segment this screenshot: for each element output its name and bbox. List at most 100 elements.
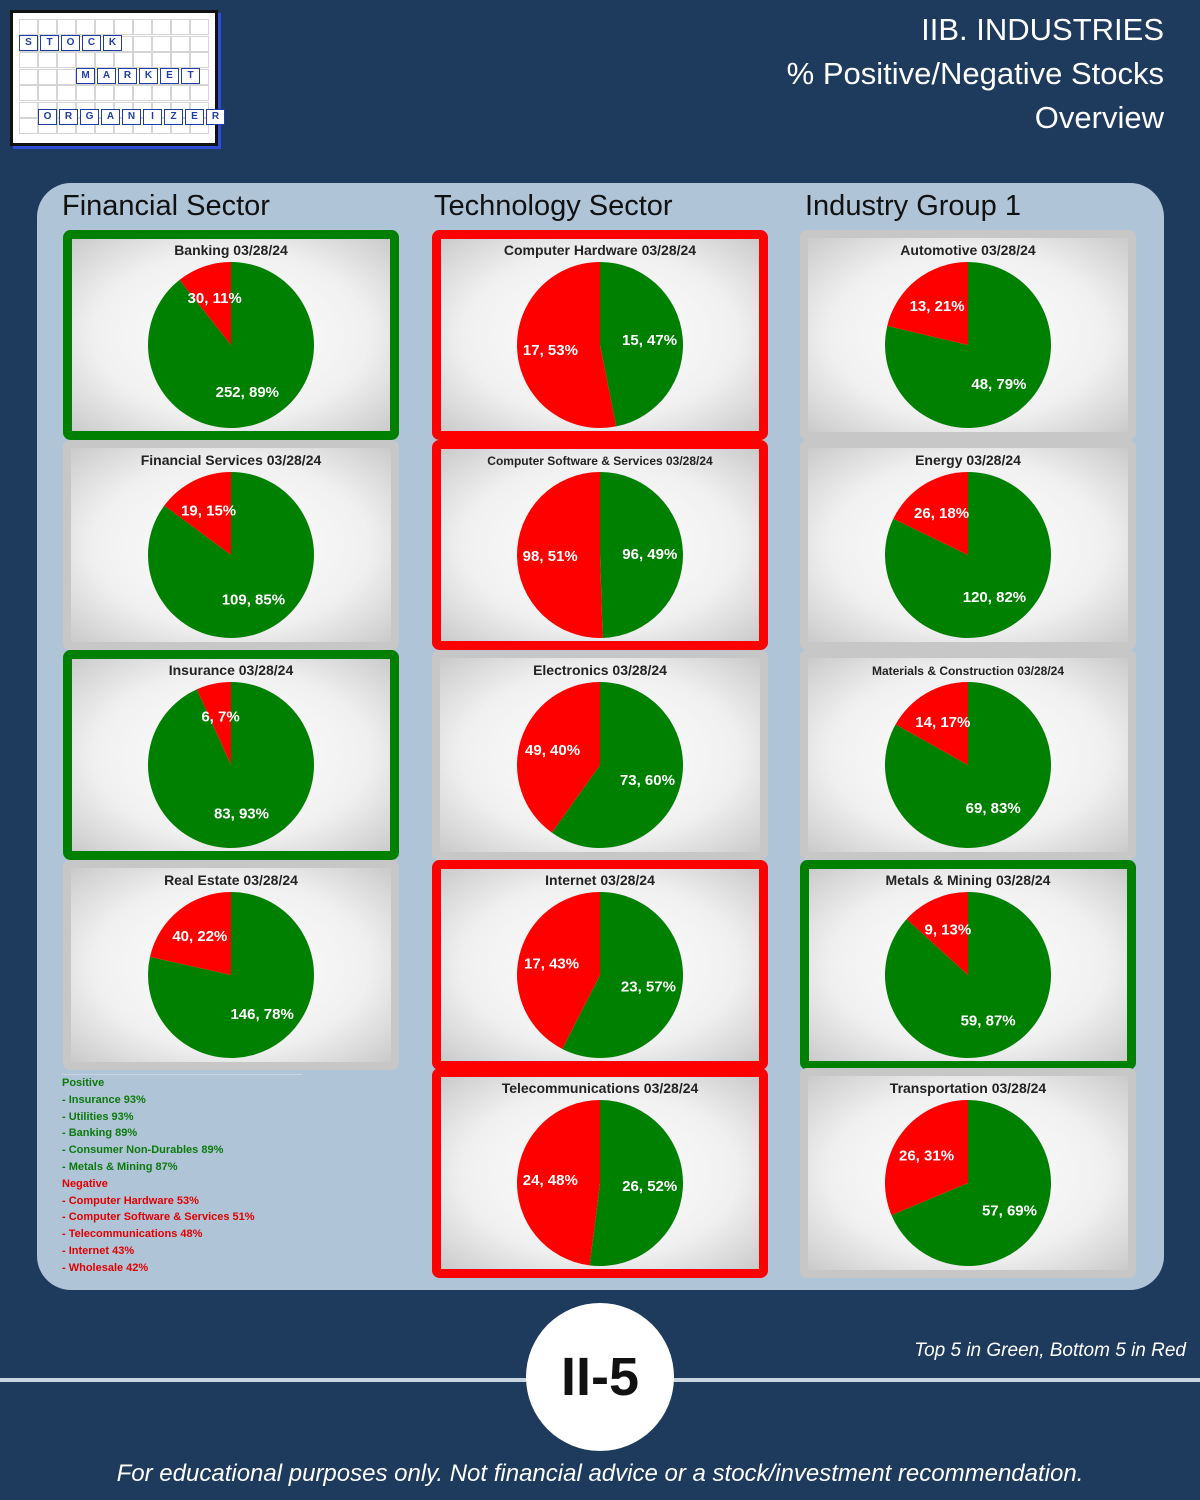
pie-slice-negative [906, 892, 968, 975]
legend-positive-item: - Insurance 93% [62, 1093, 146, 1106]
pie-label-negative: 9, 13% [925, 921, 972, 938]
pie-label-positive: 96, 49% [622, 546, 677, 563]
pie-label-negative: 40, 22% [172, 928, 227, 945]
chart-title: Transportation 03/28/24 [890, 1080, 1047, 1096]
logo-cell [57, 68, 76, 85]
logo-cell [190, 52, 209, 68]
logo-cell [38, 68, 57, 85]
column-title-financial: Financial Sector [62, 190, 270, 222]
highlight-note: Top 5 in Green, Bottom 5 in Red [914, 1340, 1186, 1361]
pie-label-positive: 252, 89% [216, 384, 279, 401]
title-line-1: IIB. INDUSTRIES [921, 12, 1164, 47]
logo-cell [19, 68, 38, 85]
logo-cell [171, 52, 190, 68]
pie-slice-positive [148, 682, 314, 848]
pie-slice-positive [891, 1100, 1051, 1266]
pie-chart-card: Metals & Mining 03/28/24 9, 13% 59, 87% [800, 860, 1136, 1070]
legend-positive-item: - Metals & Mining 87% [62, 1160, 178, 1173]
logo-letter: G [80, 109, 99, 126]
legend-negative-item: - Wholesale 42% [62, 1261, 149, 1274]
pie-slice-negative [149, 892, 231, 975]
chart-title: Materials & Construction 03/28/24 [872, 664, 1064, 678]
chart-title: Insurance 03/28/24 [169, 662, 294, 678]
pie-slice-negative [196, 682, 231, 765]
pie-chart-card: Banking 03/28/24 30, 11% 252, 89% [63, 230, 399, 440]
logo-cell [114, 52, 133, 68]
logo-cell [19, 19, 38, 35]
logo-letter: R [206, 109, 225, 126]
chart-title: Automotive 03/28/24 [900, 242, 1036, 258]
column-title-technology: Technology Sector [434, 190, 673, 222]
pie-label-negative: 49, 40% [525, 742, 580, 759]
pie-slice-positive [600, 472, 683, 638]
logo-cell [133, 118, 152, 134]
legend-positive-item: - Banking 89% [62, 1127, 138, 1140]
logo-cell [133, 52, 152, 68]
pie-label-positive: 109, 85% [222, 591, 285, 608]
pie-chart-card: Telecommunications 03/28/24 24, 48% 26, 52… [432, 1068, 768, 1278]
logo-cell [38, 85, 57, 101]
logo-letter: T [181, 68, 200, 84]
logo-letter: I [143, 109, 162, 126]
chart-title: Banking 03/28/24 [174, 242, 288, 258]
logo-letter: S [19, 35, 38, 51]
pie-label-positive: 120, 82% [963, 589, 1026, 606]
logo-letter: O [61, 35, 80, 51]
logo-cell [57, 19, 76, 35]
pie-chart: Materials & Construction 03/28/24 14, 17%… [800, 650, 1136, 860]
pie-slice-positive [551, 682, 683, 848]
logo-cell [171, 85, 190, 101]
pie-slice-negative [517, 1100, 600, 1266]
logo-cell [114, 85, 133, 101]
logo-letter: T [40, 35, 59, 51]
pie-chart: Banking 03/28/24 30, 11% 252, 89% [63, 230, 399, 440]
pie-chart: Electronics 03/28/24 49, 40% 73, 60% [432, 650, 768, 860]
pie-slice-positive [562, 892, 683, 1058]
column-title-industry-group: Industry Group 1 [805, 190, 1021, 222]
chart-title: Computer Software & Services 03/28/24 [487, 454, 713, 468]
logo-letter: E [160, 68, 179, 84]
pie-slice-negative [516, 472, 603, 638]
chart-title: Financial Services 03/28/24 [141, 452, 322, 468]
pie-chart-card: Computer Hardware 03/28/24 17, 53% 15, 47% [432, 230, 768, 440]
logo-letter: A [101, 109, 120, 126]
pie-chart-card: Transportation 03/28/24 26, 31% 57, 69% [800, 1068, 1136, 1278]
pie-slice-negative [516, 262, 617, 429]
pie-chart: Computer Software & Services 03/28/24 98,… [432, 440, 768, 650]
pie-label-positive: 23, 57% [621, 979, 676, 996]
logo-cell [38, 19, 57, 35]
pie-chart: Telecommunications 03/28/24 24, 48% 26, 52… [432, 1068, 768, 1278]
pie-label-negative: 26, 31% [899, 1147, 954, 1164]
pie-slice-positive [589, 1100, 684, 1266]
legend-negative-label: Negative [62, 1177, 108, 1190]
pie-label-positive: 48, 79% [971, 376, 1026, 393]
logo-cell [19, 118, 38, 134]
chart-title: Internet 03/28/24 [545, 872, 655, 888]
disclaimer: For educational purposes only. Not finan… [116, 1460, 1084, 1487]
logo-cell [171, 35, 190, 52]
pie-chart-card: Insurance 03/28/24 6, 7% 83, 93% [63, 650, 399, 860]
logo-letter: A [97, 68, 116, 84]
pie-label-positive: 146, 78% [230, 1006, 293, 1023]
pie-label-negative: 13, 21% [910, 298, 965, 315]
logo-cell [95, 85, 114, 101]
pie-slice-positive [600, 262, 683, 427]
pie-label-positive: 26, 52% [622, 1178, 677, 1195]
logo-cell [57, 85, 76, 101]
pie-chart-card: Real Estate 03/28/24 40, 22% 146, 78% [63, 860, 399, 1070]
logo-cell [190, 19, 209, 35]
pie-label-negative: 24, 48% [523, 1172, 578, 1189]
pie-label-positive: 15, 47% [622, 332, 677, 349]
logo-letter: Z [164, 109, 183, 126]
legend-negative-item: - Telecommunications 48% [62, 1228, 203, 1241]
legend-positive-item: - Consumer Non-Durables 89% [62, 1144, 224, 1157]
pie-chart: Transportation 03/28/24 26, 31% 57, 69% [800, 1068, 1136, 1278]
logo-cell [152, 85, 171, 101]
pie-label-negative: 17, 43% [524, 955, 579, 972]
pie-label-negative: 98, 51% [523, 548, 578, 565]
logo-cell [19, 85, 38, 101]
